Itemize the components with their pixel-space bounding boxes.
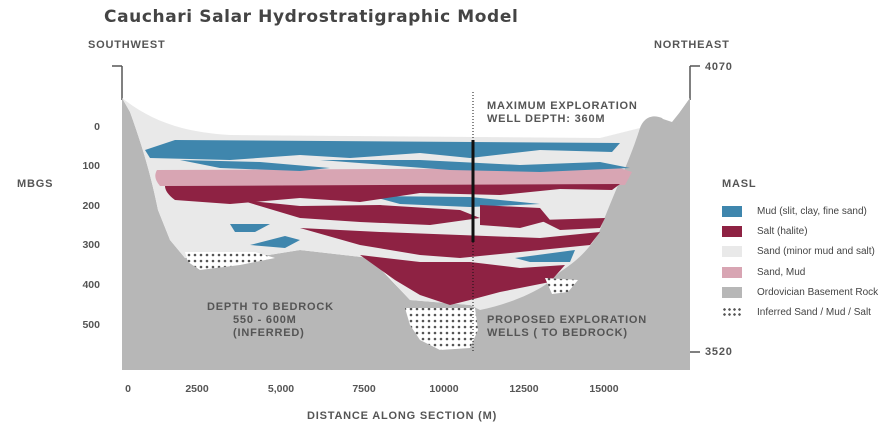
- distance-tick: 15000: [589, 383, 619, 395]
- legend-label: Inferred Sand / Mud / Salt: [757, 306, 871, 318]
- southwest-label: SOUTHWEST: [88, 39, 166, 51]
- mud-layer: [250, 236, 300, 248]
- mud-layer: [230, 224, 270, 232]
- bedrock-annotation-line2: 550 - 600M: [233, 314, 297, 326]
- legend-label: Salt (halite): [757, 225, 808, 237]
- mud-layer: [370, 196, 540, 207]
- legend-item: Sand, Mud: [722, 265, 805, 279]
- basement-peak: [620, 98, 690, 200]
- salt-layer: [300, 228, 600, 258]
- mud-layer: [515, 250, 575, 262]
- mbgs-axis-label: MBGS: [17, 178, 54, 190]
- sand-mud-layer: [155, 168, 632, 186]
- legend-swatch: [722, 205, 742, 217]
- legend-item: Sand (minor mud and salt): [722, 244, 875, 258]
- distance-tick: 10000: [429, 383, 459, 395]
- max-depth-annotation-line1: MAXIMUM EXPLORATION: [487, 100, 638, 112]
- depth-tick: 300: [82, 239, 100, 251]
- bedrock-annotation-line3: (INFERRED): [233, 327, 305, 339]
- salt-layer: [360, 255, 565, 305]
- legend-label: Sand (minor mud and salt): [757, 245, 875, 257]
- basement-rock: [122, 98, 690, 370]
- legend-swatch: [722, 286, 742, 298]
- legend-item: Inferred Sand / Mud / Salt: [722, 305, 871, 319]
- legend-label: Sand, Mud: [757, 266, 806, 278]
- distance-tick: 2500: [185, 383, 209, 395]
- x-axis-label: DISTANCE ALONG SECTION (M): [307, 410, 498, 422]
- mud-layer: [145, 140, 620, 160]
- inferred-area: [545, 278, 578, 294]
- depth-tick: 200: [82, 200, 100, 212]
- legend-item: Ordovician Basement Rock: [722, 285, 878, 299]
- elevation-top-label: 4070: [705, 61, 733, 73]
- depth-tick: 500: [82, 319, 100, 331]
- legend-swatch: [722, 266, 742, 278]
- legend-swatch: [722, 306, 742, 318]
- depth-tick: 100: [82, 160, 100, 172]
- chart-title: Cauchari Salar Hydrostratigraphic Model: [104, 7, 519, 27]
- legend-label: Mud (slit, clay, fine sand): [757, 205, 867, 217]
- proposed-wells-annotation-line1: PROPOSED EXPLORATION: [487, 314, 648, 326]
- salt-layer: [240, 200, 480, 225]
- inferred-area: [185, 252, 275, 270]
- legend-item: Salt (halite): [722, 224, 808, 238]
- distance-tick: 5,000: [267, 383, 295, 395]
- salt-layer: [540, 218, 605, 230]
- mud-layer: [180, 160, 330, 171]
- depth-tick: 0: [94, 121, 100, 133]
- legend-swatch: [722, 245, 742, 257]
- mud-layer: [320, 160, 630, 172]
- bedrock-annotation-line1: DEPTH TO BEDROCK: [207, 301, 334, 313]
- max-depth-annotation-line2: WELL DEPTH: 360M: [487, 113, 606, 125]
- legend-swatch: [722, 225, 742, 237]
- distance-tick: 7500: [352, 383, 376, 395]
- inferred-area: [405, 308, 478, 350]
- depth-tick: 400: [82, 279, 100, 291]
- elevation-bottom-label: 3520: [705, 346, 733, 358]
- legend-item: Mud (slit, clay, fine sand): [722, 204, 867, 218]
- masl-axis-label: MASL: [722, 178, 757, 190]
- proposed-wells-annotation-line2: WELLS ( TO BEDROCK): [487, 327, 628, 339]
- salt-layer: [165, 184, 620, 204]
- salt-layer: [480, 205, 550, 228]
- legend-label: Ordovician Basement Rock: [757, 286, 879, 298]
- distance-tick: 12500: [509, 383, 539, 395]
- northeast-label: NORTHEAST: [654, 39, 730, 51]
- distance-tick: 0: [125, 383, 131, 395]
